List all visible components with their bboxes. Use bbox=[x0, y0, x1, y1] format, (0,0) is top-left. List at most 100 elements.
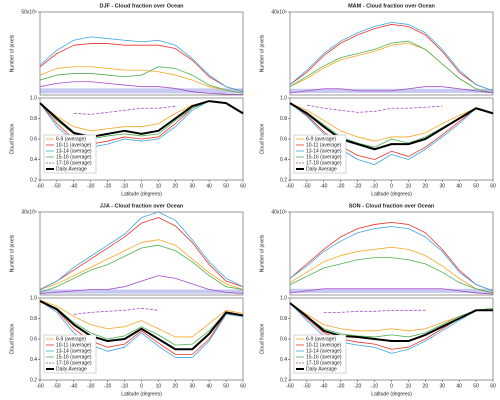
x-tick-label: 30 bbox=[189, 183, 195, 189]
y-tick-label: 0.6 bbox=[280, 136, 287, 142]
x-tick-label: -60 bbox=[286, 183, 293, 189]
x-tick-label: -50 bbox=[303, 183, 310, 189]
x-axis-label: Latitude (degrees) bbox=[371, 191, 412, 197]
series-line bbox=[39, 81, 244, 95]
series-line bbox=[39, 217, 244, 290]
legend-label: 17-18 (average) bbox=[306, 160, 342, 166]
y-tick-label: 0.6 bbox=[30, 336, 37, 342]
x-tick-label: 30 bbox=[189, 383, 195, 389]
x-tick-label: 30 bbox=[439, 383, 445, 389]
x-tick-label: 10 bbox=[156, 383, 162, 389]
y-axis-label: Number of pixels bbox=[259, 34, 265, 72]
cloud-fraction-plot: Cloud fraction 0.2 0.4 0.6 0.8 1.0 -60 -50 -40 -3… bbox=[259, 295, 496, 397]
x-tick-label: 10 bbox=[156, 183, 162, 189]
y-tick-label: 30x10⁶ bbox=[21, 209, 37, 215]
pixels-plot: DJF - Cloud fraction over Ocean Number of… bbox=[9, 3, 244, 96]
x-axis-label: Latitude (degrees) bbox=[121, 191, 162, 197]
legend-label: 17-18 (average) bbox=[56, 360, 92, 366]
legend-label: 10-11 (average) bbox=[306, 142, 342, 148]
legend-label: 6-9 (average) bbox=[306, 136, 336, 142]
legend-box bbox=[43, 334, 97, 374]
series-line bbox=[39, 66, 244, 94]
series-line bbox=[73, 307, 159, 315]
series-line bbox=[289, 246, 494, 294]
plot-title: MAM - Cloud fraction over Ocean bbox=[348, 3, 435, 9]
x-tick-label: 50 bbox=[223, 183, 229, 189]
y-tick-label: 0.2 bbox=[280, 377, 287, 383]
legend-label: 10-11 (average) bbox=[306, 342, 342, 348]
legend: 6-9 (average)10-11 (average)13-14 (avera… bbox=[43, 334, 97, 374]
series-line bbox=[73, 105, 176, 115]
series-line bbox=[289, 102, 494, 160]
y-axis-label: Number of pixels bbox=[9, 34, 15, 72]
x-tick-label: -50 bbox=[303, 383, 310, 389]
series-line bbox=[39, 275, 244, 295]
x-tick-label: 0 bbox=[390, 383, 393, 389]
y-axis-label: Cloud fraction bbox=[259, 323, 265, 354]
legend-box bbox=[293, 134, 347, 174]
legend-box bbox=[43, 134, 97, 174]
x-tick-label: 0 bbox=[140, 383, 143, 389]
series-line bbox=[39, 300, 244, 358]
x-tick-label: 10 bbox=[406, 183, 412, 189]
y-tick-label: 1.0 bbox=[30, 295, 37, 301]
legend-label: Daily Average bbox=[56, 166, 87, 172]
legend: 6-9 (average)10-11 (average)13-14 (avera… bbox=[293, 334, 347, 374]
y-tick-label: 0.2 bbox=[30, 377, 37, 383]
x-tick-label: 60 bbox=[240, 383, 246, 389]
y-tick-label: 1.0 bbox=[280, 295, 287, 301]
y-tick-label: 1.0 bbox=[30, 95, 37, 101]
series-line bbox=[289, 302, 494, 338]
legend: 6-9 (average)10-11 (average)13-14 (avera… bbox=[43, 134, 97, 174]
plot-frame bbox=[39, 211, 244, 296]
legend: 6-9 (average)10-11 (average)13-14 (avera… bbox=[293, 134, 347, 174]
plot-title: SON - Cloud fraction over Ocean bbox=[349, 203, 435, 209]
y-tick-label: 0.8 bbox=[280, 116, 287, 122]
legend-label: 6-9 (average) bbox=[56, 336, 86, 342]
y-axis-label: Cloud fraction bbox=[9, 123, 15, 154]
plot-title: DJF - Cloud fraction over Ocean bbox=[99, 3, 184, 9]
series-line bbox=[289, 102, 494, 142]
y-tick-label: 0.8 bbox=[30, 116, 37, 122]
x-tick-label: -30 bbox=[337, 183, 344, 189]
pixels-plot: SON - Cloud fraction over Ocean Number of… bbox=[259, 203, 494, 296]
cloud-fraction-plot: Cloud fraction 0.2 0.4 0.6 0.8 1.0 -60 -50 -40 -3… bbox=[9, 95, 246, 197]
shaded-band bbox=[290, 288, 493, 293]
legend-label: 6-9 (average) bbox=[306, 336, 336, 342]
y-tick-label: 0.2 bbox=[30, 177, 37, 183]
legend-label: 13-14 (average) bbox=[56, 348, 92, 354]
x-tick-label: 20 bbox=[173, 383, 179, 389]
x-tick-label: 40 bbox=[456, 183, 462, 189]
y-tick-label: 0.8 bbox=[30, 316, 37, 322]
legend-label: Daily Average bbox=[306, 166, 337, 172]
x-tick-label: 60 bbox=[240, 183, 246, 189]
legend-label: 6-9 (average) bbox=[56, 136, 86, 142]
cloud-fraction-plot: Cloud fraction 0.2 0.4 0.6 0.8 1.0 -60 -50 -40 -3… bbox=[9, 295, 246, 397]
y-tick-label: 0.4 bbox=[280, 357, 287, 363]
x-tick-label: -60 bbox=[36, 383, 43, 389]
x-tick-label: -10 bbox=[371, 383, 378, 389]
series-line bbox=[289, 302, 493, 343]
series-line bbox=[39, 244, 244, 293]
x-tick-label: -10 bbox=[371, 183, 378, 189]
x-tick-label: 20 bbox=[423, 383, 429, 389]
y-tick-label: 1.0 bbox=[280, 95, 287, 101]
x-tick-label: 20 bbox=[423, 183, 429, 189]
y-tick-label: 40x10⁶ bbox=[271, 209, 287, 215]
x-tick-label: 0 bbox=[140, 183, 143, 189]
x-tick-label: 20 bbox=[173, 183, 179, 189]
series-line bbox=[39, 300, 244, 351]
x-tick-label: -50 bbox=[53, 183, 60, 189]
series-line bbox=[39, 299, 244, 338]
series-line bbox=[39, 211, 244, 290]
legend-label: Daily Average bbox=[56, 366, 87, 372]
series-line bbox=[289, 86, 494, 94]
x-tick-label: -50 bbox=[53, 383, 60, 389]
series-line bbox=[289, 40, 494, 94]
series-line bbox=[289, 257, 494, 294]
series-line bbox=[289, 226, 494, 292]
legend-box bbox=[293, 334, 347, 374]
y-axis-label: Cloud fraction bbox=[9, 323, 15, 354]
x-tick-label: 40 bbox=[206, 383, 212, 389]
